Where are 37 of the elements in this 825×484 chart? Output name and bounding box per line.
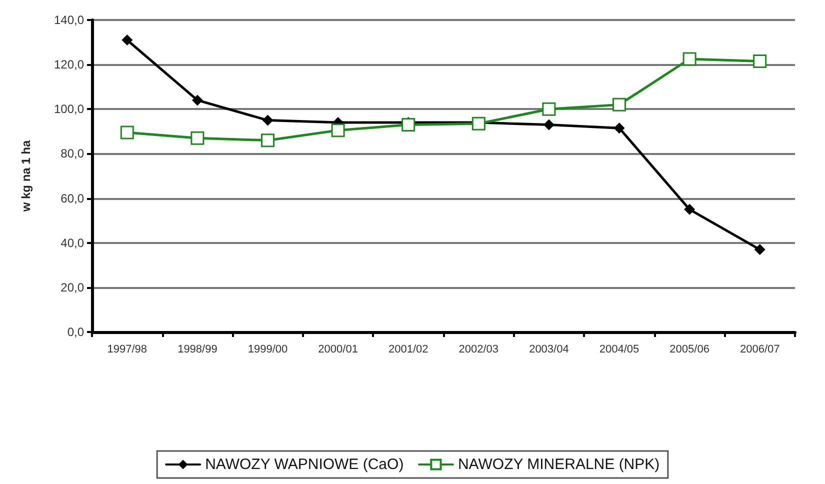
point — [122, 34, 133, 46]
y-tick-label: 80,0 — [60, 146, 84, 161]
point — [120, 126, 134, 140]
y-tick-label: 0,0 — [67, 325, 84, 339]
point — [402, 118, 416, 132]
point — [753, 54, 767, 68]
point — [684, 204, 696, 215]
point — [261, 134, 274, 148]
point — [682, 52, 696, 66]
x-tick-label: 2005/06 — [670, 344, 710, 356]
x-tick-label: 2006/07 — [740, 344, 780, 356]
y-axis-title: w kg na 1 ha — [19, 140, 33, 213]
legend-label: NAWOZY MINERALNE (NPK) — [458, 456, 660, 473]
x-tick-label: 2004/05 — [599, 344, 640, 356]
x-tick-label: 2000/01 — [318, 344, 358, 356]
point — [542, 102, 556, 116]
y-tick-label: 60,0 — [60, 191, 84, 206]
x-tick-label: 1998/99 — [178, 344, 218, 356]
legend-label: NAWOZY WAPNIOWE (CaO) — [205, 456, 404, 473]
point — [192, 94, 203, 106]
y-tick-label: 20,0 — [60, 280, 84, 294]
point — [614, 122, 625, 134]
x-tick-label: 2002/03 — [458, 344, 499, 356]
x-tick-label: 1997/98 — [107, 344, 148, 356]
y-tick-label: 120,0 — [54, 58, 84, 72]
y-tick-label: 40,0 — [60, 236, 84, 250]
point — [754, 244, 766, 256]
y-tick-label: 140,0 — [54, 13, 84, 27]
x-tick-label: 2001/02 — [388, 344, 428, 356]
x-tick-label: 1999/00 — [248, 344, 288, 356]
y-tick-label: 100,0 — [54, 102, 84, 116]
point — [612, 98, 626, 112]
point — [331, 124, 345, 138]
x-tick-label: 2003/04 — [529, 344, 569, 356]
point — [190, 131, 204, 145]
point — [262, 114, 274, 126]
point — [543, 119, 554, 130]
